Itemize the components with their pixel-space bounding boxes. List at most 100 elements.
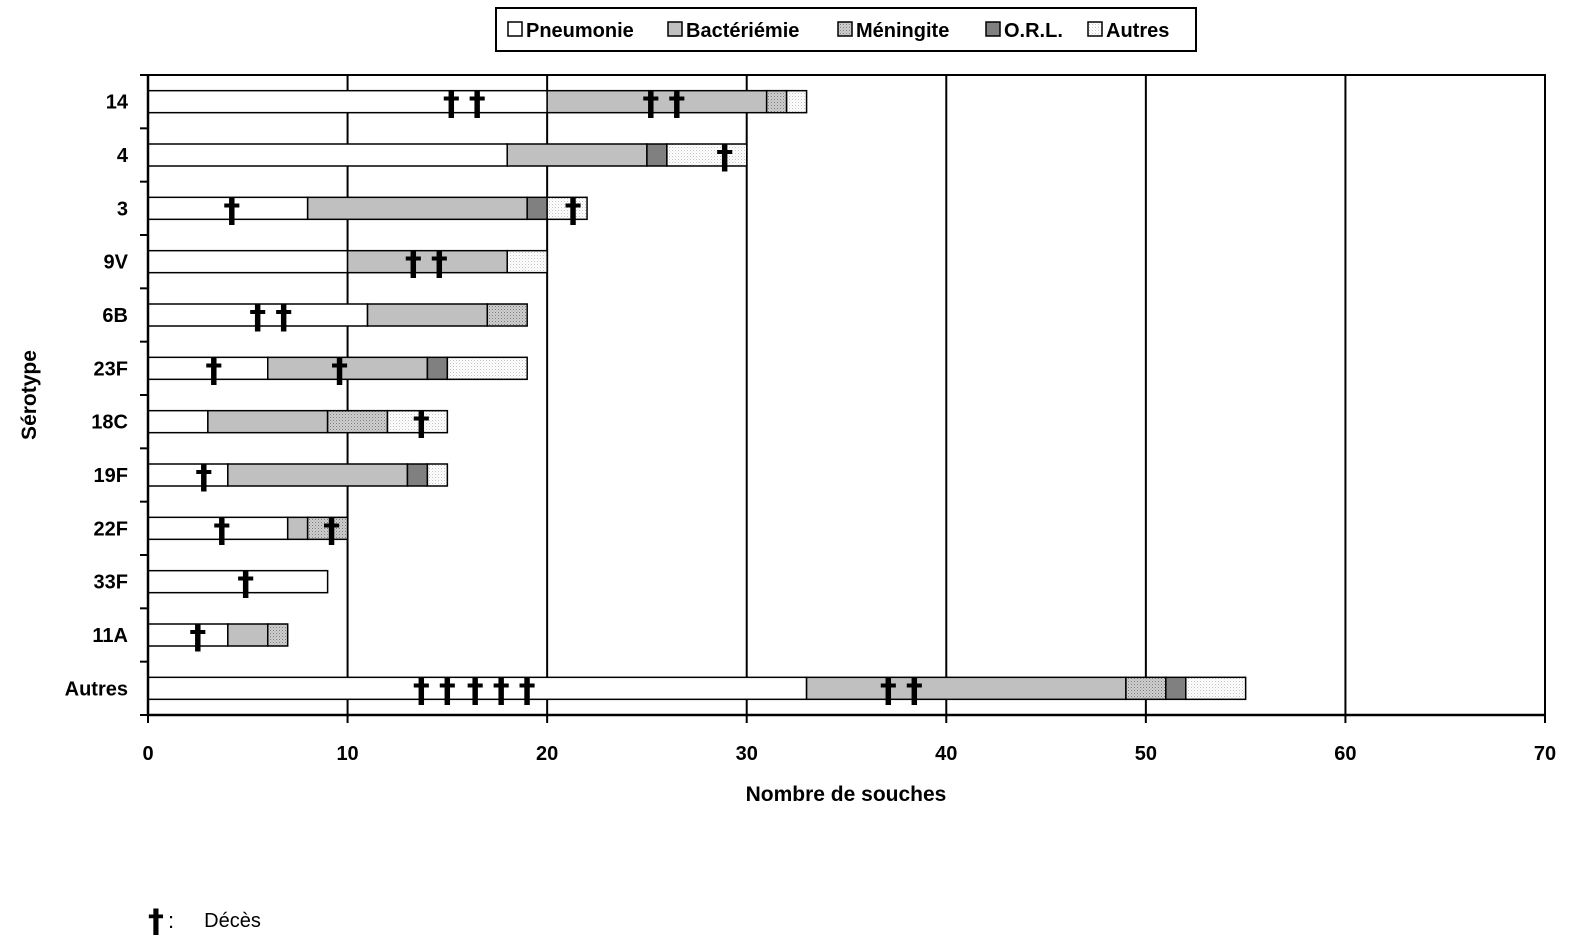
- bar-segment: [1165, 676, 1187, 701]
- bar-segment: [147, 249, 349, 274]
- death-marker: †: [237, 564, 254, 604]
- y-tick-label: 6B: [102, 305, 128, 327]
- x-tick-label: 40: [935, 743, 957, 765]
- plot-area-frame: [147, 74, 1546, 716]
- bar-segment: [366, 303, 489, 327]
- bar-segment: [346, 249, 508, 274]
- y-axis-label: Sérotype: [18, 350, 41, 440]
- y-tick-label: 11A: [92, 625, 128, 647]
- x-tick-label: 50: [1135, 743, 1157, 765]
- legend-item: O.R.L.: [1004, 20, 1063, 42]
- gridlines: [147, 74, 1546, 716]
- legend-swatch: [507, 21, 523, 37]
- x-tick-label: 10: [336, 743, 358, 765]
- bar-segment: [805, 676, 1127, 701]
- death-legend-icon: †: [148, 902, 164, 940]
- death-marker: †: [439, 670, 456, 710]
- death-marker: †: [467, 670, 484, 710]
- death-marker: †: [413, 404, 430, 444]
- death-marker: †: [469, 84, 486, 124]
- death-marker: †: [195, 457, 212, 497]
- legend: Pneumonie Bactériémie Méningite O.R.L. Autre…: [495, 7, 1197, 52]
- bar-segment: [386, 409, 449, 434]
- death-marker: †: [405, 244, 422, 284]
- x-tick-label: 70: [1534, 743, 1556, 765]
- death-marker: †: [443, 84, 460, 124]
- death-marker: †: [668, 84, 685, 124]
- death-marker: †: [493, 670, 510, 710]
- death-marker: †: [565, 190, 582, 230]
- death-marker: †: [331, 350, 348, 390]
- footnote-colon: :: [168, 908, 175, 933]
- legend-item: Méningite: [856, 20, 949, 42]
- bar-segment: [785, 89, 808, 114]
- legend-item: Bactériémie: [686, 20, 799, 42]
- legend-swatch: [837, 21, 853, 37]
- legend-swatch: [1087, 21, 1103, 37]
- y-tick-label: Autres: [65, 678, 128, 700]
- bar-segment: [486, 303, 528, 327]
- death-marker: †: [906, 670, 923, 710]
- death-marker: †: [189, 617, 206, 657]
- bar-segment: [506, 143, 648, 167]
- bar-segment: [506, 249, 548, 274]
- bar-segment: [306, 516, 349, 541]
- death-marker: †: [642, 84, 659, 124]
- bar-segment: [207, 409, 329, 434]
- y-tick-label: 9V: [104, 252, 129, 274]
- bar-segment: [1125, 676, 1167, 701]
- x-tick-label: 60: [1334, 743, 1356, 765]
- legend-swatch: [985, 21, 1001, 37]
- y-tick-label: 23F: [94, 358, 128, 380]
- legend-item: Pneumonie: [526, 20, 634, 42]
- y-tick-label: 14: [106, 92, 129, 114]
- y-tick-label: 3: [117, 198, 128, 220]
- x-tick-label: 30: [736, 743, 758, 765]
- death-marker: †: [249, 297, 266, 337]
- x-tick-label: 0: [142, 743, 153, 765]
- bar-segment: [666, 143, 748, 167]
- bar-segment: [426, 356, 449, 381]
- bar-segment: [227, 463, 409, 487]
- bar-segment: [765, 89, 788, 114]
- death-marker: †: [413, 670, 430, 710]
- legend-item: Autres: [1106, 20, 1169, 42]
- death-marker: †: [205, 350, 222, 390]
- axes: 0 10 20 30 40 50 60 70 14 4 3 9V 6B 23F 18C 19F 22F 33F 11…: [65, 74, 1556, 765]
- bar-segment: [406, 463, 429, 487]
- death-marker: †: [223, 190, 240, 230]
- bar-segment: [266, 623, 289, 647]
- legend-swatch: [667, 21, 683, 37]
- bar-segment: [227, 623, 269, 647]
- y-tick-label: 4: [117, 145, 129, 167]
- bar-segment: [326, 409, 389, 434]
- death-marker: †: [213, 510, 230, 550]
- bar-segment: [147, 409, 209, 434]
- bar-segment: [147, 463, 229, 487]
- bar-segment: [426, 463, 449, 487]
- bar-segment: [306, 196, 528, 221]
- death-marker: †: [275, 297, 292, 337]
- bar-segment: [147, 143, 508, 167]
- death-marker: †: [323, 510, 340, 550]
- x-tick-label: 20: [536, 743, 558, 765]
- death-marker: †: [716, 137, 733, 177]
- bar-segment: [147, 89, 548, 114]
- bar-segment: [526, 196, 548, 221]
- y-tick-label: 19F: [94, 465, 128, 487]
- footnote-label: Décès: [204, 909, 261, 932]
- y-tick-label: 33F: [94, 572, 128, 594]
- x-axis-label: Nombre de souches: [746, 783, 947, 806]
- death-marker: †: [519, 670, 536, 710]
- y-tick-label: 18C: [91, 412, 128, 434]
- death-marker: †: [431, 244, 448, 284]
- death-markers: † † † ††† †† †† †† †††† †††† † † † † † †: [189, 84, 922, 711]
- bar-segment: [646, 143, 668, 167]
- bar-segment: [1185, 676, 1247, 701]
- bars: [147, 89, 1247, 701]
- bar-segment: [147, 623, 229, 647]
- bar-segment: [446, 356, 528, 381]
- death-marker: †: [880, 670, 897, 710]
- bar-segment: [546, 196, 588, 221]
